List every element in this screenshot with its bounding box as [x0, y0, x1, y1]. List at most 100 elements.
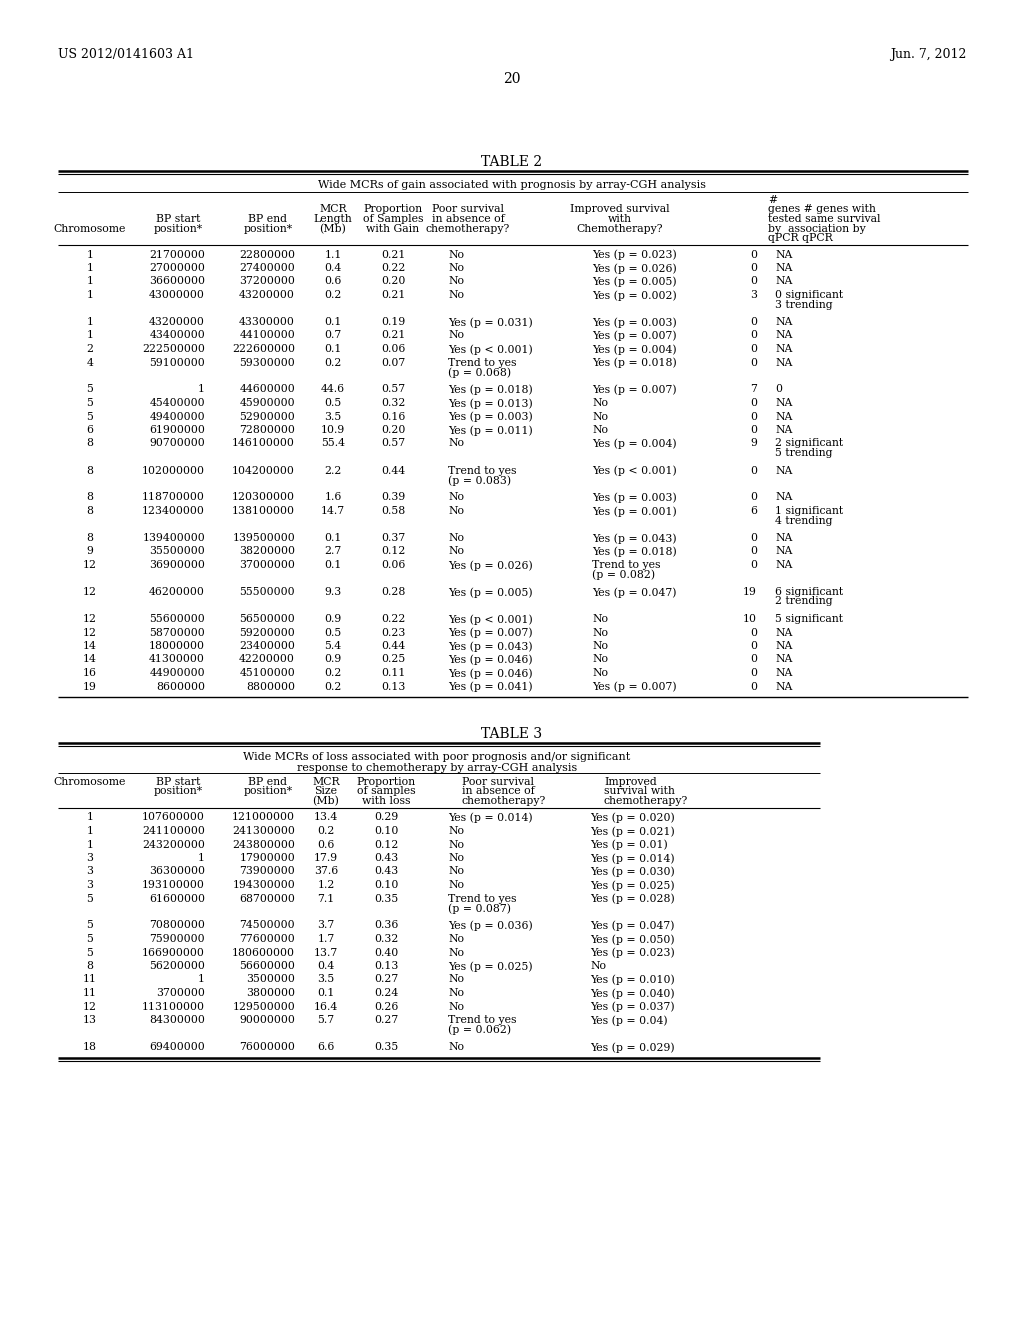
Text: 1: 1 — [86, 813, 93, 822]
Text: No: No — [449, 533, 464, 543]
Text: No: No — [449, 546, 464, 557]
Text: 4: 4 — [87, 358, 93, 367]
Text: in absence of: in absence of — [432, 214, 505, 224]
Text: 27400000: 27400000 — [240, 263, 295, 273]
Text: 84300000: 84300000 — [150, 1015, 205, 1026]
Text: 0: 0 — [750, 492, 757, 503]
Text: Yes (p = 0.014): Yes (p = 0.014) — [590, 853, 675, 863]
Text: Yes (p = 0.047): Yes (p = 0.047) — [590, 920, 675, 931]
Text: Trend to yes: Trend to yes — [449, 894, 516, 903]
Text: 107600000: 107600000 — [142, 813, 205, 822]
Text: 2.2: 2.2 — [325, 466, 342, 475]
Text: qPCR qPCR: qPCR qPCR — [768, 234, 833, 243]
Text: 0.1: 0.1 — [325, 533, 342, 543]
Text: 0.2: 0.2 — [325, 681, 342, 692]
Text: 0: 0 — [750, 358, 757, 367]
Text: NA: NA — [775, 399, 793, 408]
Text: 0.22: 0.22 — [381, 263, 406, 273]
Text: Wide MCRs of gain associated with prognosis by array-CGH analysis: Wide MCRs of gain associated with progno… — [318, 180, 706, 190]
Text: 5: 5 — [87, 894, 93, 903]
Text: 56200000: 56200000 — [150, 961, 205, 972]
Text: Trend to yes: Trend to yes — [449, 466, 516, 475]
Text: NA: NA — [775, 492, 793, 503]
Text: No: No — [449, 866, 464, 876]
Text: 9: 9 — [87, 546, 93, 557]
Text: Yes (p = 0.018): Yes (p = 0.018) — [592, 546, 677, 557]
Text: NA: NA — [775, 358, 793, 367]
Text: 3: 3 — [86, 853, 93, 863]
Text: 0: 0 — [750, 642, 757, 651]
Text: Yes (p = 0.014): Yes (p = 0.014) — [449, 813, 532, 824]
Text: 0.36: 0.36 — [374, 920, 398, 931]
Text: 6.6: 6.6 — [317, 1041, 335, 1052]
Text: 243200000: 243200000 — [142, 840, 205, 850]
Text: 69400000: 69400000 — [150, 1041, 205, 1052]
Text: 0.40: 0.40 — [374, 948, 398, 957]
Text: in absence of: in absence of — [462, 787, 535, 796]
Text: Yes (p = 0.005): Yes (p = 0.005) — [449, 587, 532, 598]
Text: 1: 1 — [86, 826, 93, 836]
Text: 0.20: 0.20 — [381, 276, 406, 286]
Text: 19: 19 — [743, 587, 757, 597]
Text: TABLE 3: TABLE 3 — [481, 727, 543, 741]
Text: 46200000: 46200000 — [150, 587, 205, 597]
Text: Wide MCRs of loss associated with poor prognosis and/or significant: Wide MCRs of loss associated with poor p… — [244, 752, 631, 762]
Text: with Gain: with Gain — [367, 223, 420, 234]
Text: survival with: survival with — [604, 787, 675, 796]
Text: Yes (p = 0.040): Yes (p = 0.040) — [590, 987, 675, 998]
Text: 44900000: 44900000 — [150, 668, 205, 678]
Text: BP end: BP end — [249, 214, 288, 224]
Text: of Samples: of Samples — [362, 214, 423, 224]
Text: NA: NA — [775, 681, 793, 692]
Text: 59300000: 59300000 — [240, 358, 295, 367]
Text: BP start: BP start — [156, 214, 200, 224]
Text: 0: 0 — [750, 425, 757, 436]
Text: No: No — [590, 961, 606, 972]
Text: Yes (p = 0.037): Yes (p = 0.037) — [590, 1002, 675, 1012]
Text: 3.5: 3.5 — [317, 974, 335, 985]
Text: 3800000: 3800000 — [246, 987, 295, 998]
Text: 0.12: 0.12 — [381, 546, 406, 557]
Text: Yes (p = 0.026): Yes (p = 0.026) — [592, 263, 677, 273]
Text: 2 trending: 2 trending — [775, 597, 833, 606]
Text: Yes (p = 0.046): Yes (p = 0.046) — [449, 668, 532, 678]
Text: Yes (p = 0.021): Yes (p = 0.021) — [590, 826, 675, 837]
Text: 13.7: 13.7 — [314, 948, 338, 957]
Text: with loss: with loss — [361, 796, 411, 807]
Text: Trend to yes: Trend to yes — [449, 1015, 516, 1026]
Text: 8: 8 — [86, 466, 93, 475]
Text: 0: 0 — [750, 249, 757, 260]
Text: No: No — [592, 655, 608, 664]
Text: 14: 14 — [83, 655, 97, 664]
Text: 222600000: 222600000 — [232, 345, 295, 354]
Text: 0.07: 0.07 — [381, 358, 406, 367]
Text: 139500000: 139500000 — [232, 533, 295, 543]
Text: 0.13: 0.13 — [381, 681, 406, 692]
Text: 5 significant: 5 significant — [775, 614, 843, 624]
Text: 7.1: 7.1 — [317, 894, 335, 903]
Text: 76000000: 76000000 — [240, 1041, 295, 1052]
Text: 0.16: 0.16 — [381, 412, 406, 421]
Text: 120300000: 120300000 — [232, 492, 295, 503]
Text: 241100000: 241100000 — [142, 826, 205, 836]
Text: 14: 14 — [83, 642, 97, 651]
Text: 58700000: 58700000 — [150, 627, 205, 638]
Text: with: with — [608, 214, 632, 224]
Text: 5: 5 — [87, 384, 93, 395]
Text: 59200000: 59200000 — [240, 627, 295, 638]
Text: 43400000: 43400000 — [150, 330, 205, 341]
Text: 1: 1 — [86, 249, 93, 260]
Text: Yes (p = 0.041): Yes (p = 0.041) — [449, 681, 532, 692]
Text: 8600000: 8600000 — [156, 681, 205, 692]
Text: 0: 0 — [750, 276, 757, 286]
Text: Yes (p = 0.005): Yes (p = 0.005) — [592, 276, 677, 286]
Text: Yes (p = 0.050): Yes (p = 0.050) — [590, 935, 675, 945]
Text: 1: 1 — [86, 263, 93, 273]
Text: 0.58: 0.58 — [381, 506, 406, 516]
Text: 55600000: 55600000 — [150, 614, 205, 624]
Text: No: No — [592, 668, 608, 678]
Text: 8: 8 — [86, 506, 93, 516]
Text: No: No — [592, 642, 608, 651]
Text: Yes (p = 0.023): Yes (p = 0.023) — [590, 948, 675, 958]
Text: 0.6: 0.6 — [317, 840, 335, 850]
